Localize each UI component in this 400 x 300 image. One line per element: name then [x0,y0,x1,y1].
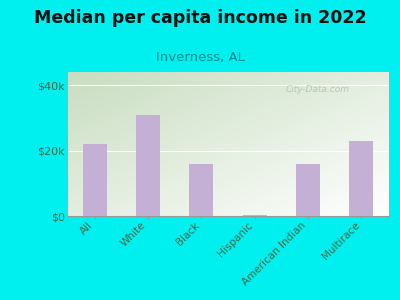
Text: Inverness, AL: Inverness, AL [156,51,244,64]
Bar [296,164,320,216]
Bar [243,215,267,216]
Text: Median per capita income in 2022: Median per capita income in 2022 [34,9,366,27]
Bar [83,144,107,216]
Bar [136,115,160,216]
Text: City-Data.com: City-Data.com [286,85,350,94]
Bar [349,141,373,216]
Bar [189,164,213,216]
